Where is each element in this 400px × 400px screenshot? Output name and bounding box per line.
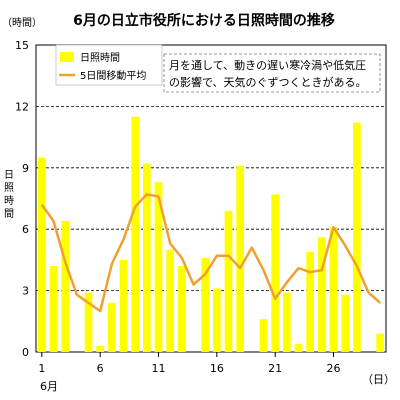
bar-series [37, 116, 385, 352]
bar-day-23 [294, 343, 303, 352]
y-tick-label: 12 [15, 100, 29, 113]
legend-box [55, 44, 163, 86]
x-axis-unit: （日） [362, 373, 395, 386]
gridlines [36, 106, 386, 292]
x-tick-label: 1 [38, 362, 45, 375]
annotation-line-2: の影響で、天気のぐずつくときがある。 [169, 75, 367, 89]
bar-day-18 [236, 165, 245, 352]
annotation-box [163, 53, 381, 93]
plot-area [35, 44, 387, 353]
bar-day-15 [201, 257, 210, 352]
bar-day-5 [84, 292, 93, 352]
y-tick-label: 9 [22, 162, 29, 175]
bar-day-24 [306, 251, 315, 352]
x-tick-label: 21 [268, 362, 282, 375]
x-tick-label: 26 [327, 362, 341, 375]
x-tick-label: 11 [152, 362, 166, 375]
bar-day-7 [107, 302, 116, 352]
legend-bar-label: 日照時間 [80, 52, 120, 64]
x-tick-label: 6 [97, 362, 104, 375]
annotation-line-1: 月を通して、動きの遅い寒冷渦や低気圧 [169, 58, 366, 72]
bar-day-11 [154, 182, 163, 352]
bar-day-16 [212, 288, 221, 352]
bar-day-2 [49, 266, 58, 352]
y-tick-label: 0 [22, 346, 29, 359]
bar-day-25 [317, 237, 326, 352]
annotation: 月を通して、動きの遅い寒冷渦や低気圧 の影響で、天気のぐずつくときがある。 [163, 53, 381, 93]
y-tick-label: 3 [22, 285, 29, 298]
legend-bar-swatch [60, 52, 74, 62]
bar-day-21 [271, 194, 280, 352]
bar-day-20 [259, 319, 268, 352]
chart-title: 6月の日立市役所における日照時間の推移 [73, 12, 335, 29]
bar-day-22 [282, 292, 291, 352]
bar-day-12 [166, 249, 175, 352]
bar-day-30 [376, 333, 385, 352]
legend-line-label: 5日間移動平均 [80, 69, 146, 82]
bar-day-13 [177, 266, 186, 352]
bar-day-8 [119, 259, 128, 352]
x-tick-labels: 1 6 11 16 21 26 [38, 352, 341, 375]
x-tick-label: 16 [210, 362, 224, 375]
bar-day-26 [329, 227, 338, 352]
bar-day-10 [142, 163, 151, 352]
moving-average-line [40, 193, 382, 313]
y-tick-label: 6 [22, 223, 29, 236]
bar-day-9 [131, 116, 140, 352]
bar-day-1 [37, 157, 46, 352]
y-tick-labels: 0 3 6 9 12 15 [15, 39, 29, 359]
legend: 日照時間 5日間移動平均 [55, 44, 163, 86]
bar-day-3 [61, 221, 70, 352]
y-axis-unit: （時間） [2, 17, 42, 29]
bar-day-17 [224, 210, 233, 352]
bar-day-6 [96, 345, 105, 352]
x-axis-month: 6月 [40, 380, 58, 393]
bar-day-28 [352, 122, 361, 352]
y-axis-label: 日照時間 [4, 170, 14, 220]
bar-day-27 [341, 294, 350, 352]
y-tick-label: 15 [15, 39, 29, 52]
